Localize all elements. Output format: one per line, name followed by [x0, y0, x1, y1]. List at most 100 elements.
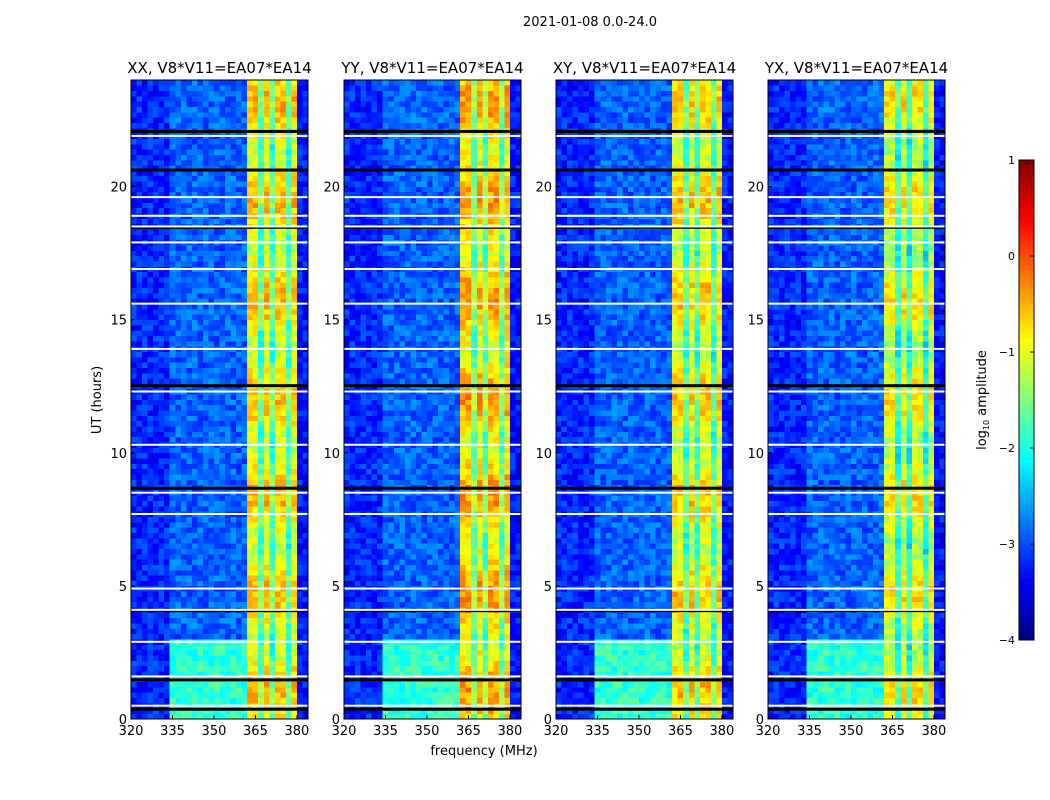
heatmap-cell: [247, 218, 254, 225]
heatmap-cell: [449, 564, 455, 571]
heatmap-cell: [269, 474, 276, 480]
heatmap-cell: [285, 90, 292, 97]
heatmap-cell: [274, 159, 281, 166]
heatmap-cell: [147, 612, 154, 619]
heatmap-cell: [219, 309, 226, 315]
heatmap-cell: [191, 596, 198, 603]
heatmap-cell: [258, 543, 265, 549]
heatmap-cell: [136, 319, 143, 326]
heatmap-cell: [291, 596, 298, 603]
heatmap-cell: [158, 293, 165, 299]
heatmap-cell: [214, 143, 220, 150]
heatmap-cell: [214, 335, 220, 342]
heatmap-cell: [142, 479, 148, 486]
heatmap-cell: [285, 687, 292, 693]
heatmap-cell: [147, 340, 154, 347]
heatmap-cell: [136, 170, 143, 177]
heatmap-cell: [258, 378, 265, 384]
heatmap-cell: [208, 660, 215, 667]
heatmap-cell: [219, 186, 226, 193]
heatmap-cell: [285, 202, 292, 209]
heatmap-cell: [236, 245, 242, 251]
heatmap-cell: [230, 282, 237, 289]
heatmap-cell: [180, 516, 187, 523]
heatmap-cell: [388, 687, 395, 693]
heatmap-cell: [263, 522, 270, 528]
heatmap-cell: [169, 665, 176, 672]
heatmap-cell: [263, 154, 270, 161]
heatmap-cell: [197, 527, 204, 533]
heatmap-cell: [158, 207, 165, 214]
heatmap-cell: [504, 660, 511, 667]
heatmap-cell: [169, 569, 176, 576]
heatmap-cell: [191, 665, 198, 672]
heatmap-cell: [269, 655, 276, 661]
heatmap-cell: [225, 154, 231, 161]
heatmap-cell: [355, 713, 361, 720]
heatmap-cell: [191, 271, 198, 278]
heatmap-cell: [263, 356, 270, 363]
heatmap-cell: [180, 671, 187, 677]
heatmap-cell: [175, 287, 182, 294]
heatmap-cell: [136, 537, 143, 544]
heatmap-cell: [393, 681, 400, 688]
heatmap-cell: [252, 420, 259, 427]
heatmap-cell: [186, 522, 193, 528]
heatmap-cell: [247, 85, 254, 91]
heatmap-cell: [208, 543, 215, 549]
heatmap-cell: [136, 697, 143, 704]
heatmap-cell: [404, 617, 411, 624]
heatmap-cell: [175, 431, 182, 438]
heatmap-cell: [131, 522, 137, 528]
heatmap-cell: [153, 122, 159, 129]
heatmap-cell: [443, 617, 450, 624]
heatmap-cell: [191, 356, 198, 363]
heatmap-cell: [158, 431, 165, 438]
heatmap-cell: [131, 325, 137, 331]
heatmap-cell: [366, 596, 372, 603]
heatmap-cell: [280, 80, 287, 86]
heatmap-cell: [131, 516, 137, 523]
heatmap-cell: [175, 154, 182, 161]
heatmap-cell: [296, 80, 303, 86]
heatmap-cell: [169, 149, 176, 155]
heatmap-cell: [258, 564, 265, 571]
heatmap-cell: [225, 218, 231, 225]
heatmap-cell: [252, 245, 259, 251]
heatmap-cell: [449, 537, 455, 544]
heatmap-cell: [410, 580, 417, 587]
heatmap-cell: [142, 410, 148, 416]
heatmap-cell: [175, 394, 182, 400]
heatmap-cell: [131, 122, 137, 129]
heatmap-cell: [421, 692, 428, 699]
heatmap-cell: [197, 426, 204, 432]
heatmap-cell: [296, 532, 303, 539]
heatmap-cell: [252, 138, 259, 145]
heatmap-cell: [164, 271, 171, 278]
heatmap-cell: [263, 282, 270, 289]
heatmap-cell: [509, 633, 516, 640]
heatmap-cell: [274, 202, 281, 209]
heatmap-cell: [131, 532, 137, 539]
heatmap-cell: [180, 617, 187, 624]
heatmap-cell: [252, 543, 259, 549]
heatmap-cell: [285, 681, 292, 688]
heatmap-cell: [285, 143, 292, 150]
heatmap-cell: [247, 506, 254, 512]
heatmap-cell: [202, 356, 209, 363]
heatmap-cell: [269, 394, 276, 400]
heatmap-cell: [197, 671, 204, 677]
heatmap-cell: [263, 479, 270, 486]
heatmap-cell: [208, 644, 215, 651]
heatmap-cell: [285, 564, 292, 571]
heatmap-cell: [377, 559, 384, 565]
heatmap-cell: [158, 287, 165, 294]
heatmap-cell: [285, 399, 292, 406]
heatmap-cell: [504, 708, 511, 715]
heatmap-cell: [415, 644, 422, 651]
heatmap-cell: [186, 564, 193, 571]
heatmap-cell: [236, 314, 242, 320]
heatmap-cell: [504, 633, 511, 640]
heatmap-cell: [202, 399, 209, 406]
heatmap-cell: [236, 367, 242, 374]
